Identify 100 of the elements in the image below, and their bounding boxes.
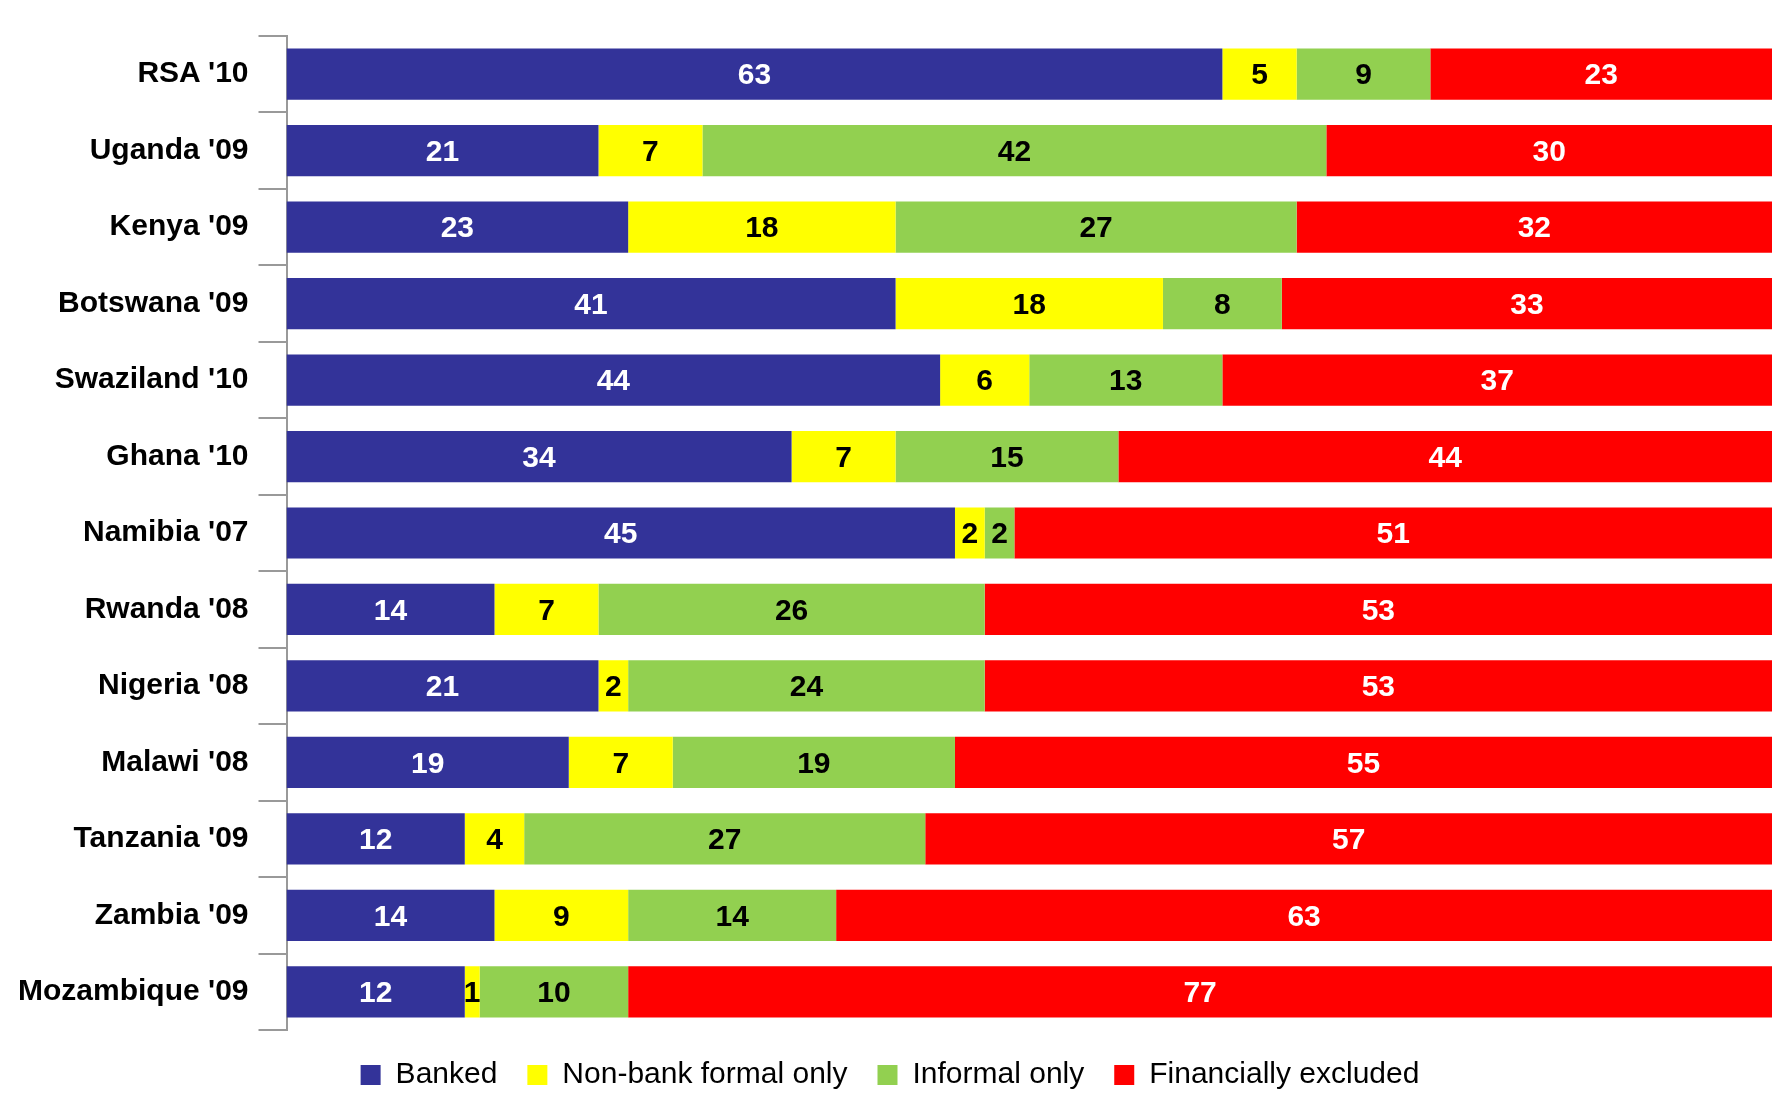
data-label: 2	[961, 516, 979, 550]
data-label: 13	[1109, 363, 1143, 397]
data-label: 53	[1361, 592, 1396, 626]
data-label: 53	[1361, 669, 1396, 703]
bar	[1222, 354, 1772, 406]
data-label: 9	[552, 898, 570, 932]
bar	[1296, 201, 1772, 253]
data-label: 9	[1355, 57, 1372, 91]
data-label: 14	[373, 898, 408, 932]
bar	[1118, 430, 1772, 483]
legend-label: Banked	[395, 1056, 498, 1090]
bar	[895, 278, 1163, 330]
y-tick-label: Mozambique '09	[17, 973, 249, 1007]
data-label: 34	[522, 439, 557, 473]
legend-label: Non-bank formal only	[562, 1056, 848, 1090]
bar	[568, 736, 673, 788]
data-label: 55	[1346, 745, 1381, 779]
data-label: 77	[1183, 975, 1217, 1009]
data-label: 27	[708, 822, 742, 856]
y-tick-label: Malawi '08	[101, 743, 249, 777]
data-label: 27	[1079, 210, 1113, 244]
data-label: 23	[1584, 57, 1618, 91]
legend-label: Financially excluded	[1149, 1056, 1420, 1090]
bar	[494, 889, 629, 941]
data-label: 21	[425, 669, 460, 703]
bar	[286, 125, 599, 177]
data-label: 45	[604, 516, 638, 550]
data-label: 12	[358, 822, 393, 856]
bar	[628, 889, 837, 941]
bar	[286, 889, 495, 941]
bar	[954, 736, 1772, 788]
data-label: 32	[1517, 210, 1552, 244]
bar	[1296, 48, 1431, 100]
data-label: 4	[486, 822, 504, 856]
y-tick-label: Tanzania '09	[73, 820, 249, 854]
data-label: 1	[463, 975, 481, 1009]
data-label: 63	[737, 57, 772, 91]
bar	[940, 354, 1030, 406]
bar	[524, 813, 926, 865]
legend-label: Informal only	[912, 1056, 1085, 1090]
bar	[464, 813, 525, 865]
data-label: 7	[835, 439, 852, 473]
bar	[494, 583, 599, 636]
data-label: 19	[797, 745, 831, 779]
y-tick-label: Swaziland '10	[54, 361, 249, 395]
bar	[628, 966, 1772, 1018]
data-label: 14	[715, 898, 750, 932]
data-label: 19	[410, 745, 445, 779]
bar	[479, 966, 629, 1018]
data-label: 26	[774, 592, 809, 626]
data-label: 18	[745, 210, 779, 244]
bar	[286, 966, 465, 1018]
bar	[1430, 48, 1772, 100]
data-label: 7	[538, 592, 555, 626]
y-tick-label: Zambia '09	[94, 896, 249, 930]
bar	[286, 583, 495, 636]
bar	[836, 889, 1772, 941]
data-label: 10	[537, 975, 571, 1009]
bar	[1029, 354, 1223, 406]
data-label: 2	[604, 669, 622, 703]
y-tick-label: Uganda '09	[89, 131, 249, 165]
bar	[702, 125, 1327, 177]
data-label: 8	[1214, 286, 1231, 320]
data-label: 24	[789, 669, 824, 703]
bar	[286, 354, 941, 406]
y-tick-label: Nigeria '08	[97, 667, 249, 701]
bar	[984, 660, 1772, 712]
y-tick-label: Namibia '07	[82, 514, 249, 548]
bar	[672, 736, 955, 788]
bar	[628, 201, 896, 253]
data-label: 30	[1532, 133, 1566, 167]
data-label: 7	[642, 133, 659, 167]
bar	[1222, 48, 1297, 100]
data-label: 21	[425, 133, 460, 167]
bar	[895, 430, 1119, 483]
data-label: 63	[1287, 898, 1321, 932]
bar	[598, 125, 703, 177]
bar	[286, 660, 599, 712]
bar	[954, 507, 985, 559]
bar	[895, 201, 1297, 253]
data-label: 12	[358, 975, 393, 1009]
y-tick-label: Kenya '09	[109, 208, 249, 242]
y-tick-label: Botswana '09	[57, 284, 249, 318]
y-tick-label: Rwanda '08	[84, 590, 249, 624]
y-tick-label: Ghana '10	[106, 437, 249, 471]
bar	[925, 813, 1772, 865]
bar	[791, 430, 896, 483]
data-label: 37	[1480, 363, 1514, 397]
data-label: 18	[1012, 286, 1046, 320]
bar	[598, 583, 985, 636]
bar	[1281, 278, 1772, 330]
bar	[1014, 507, 1772, 559]
data-label: 44	[596, 363, 631, 397]
data-label: 33	[1510, 286, 1544, 320]
data-label: 44	[1428, 439, 1463, 473]
data-label: 7	[612, 745, 630, 779]
bar	[286, 430, 792, 483]
bar	[286, 278, 896, 330]
data-label: 57	[1331, 822, 1366, 856]
bar	[1326, 125, 1772, 177]
